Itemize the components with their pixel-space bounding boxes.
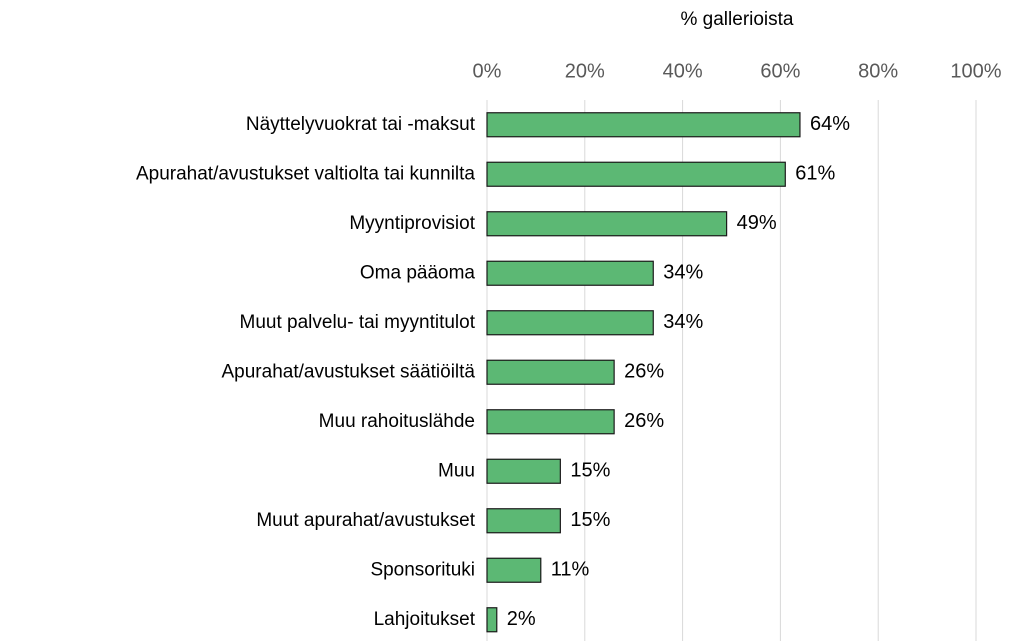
- data-label: 34%: [663, 262, 703, 284]
- y-tick-label: Muu rahoituslähde: [319, 411, 475, 432]
- data-label: 11%: [551, 559, 590, 581]
- bar: [486, 211, 728, 237]
- y-tick-label: Näyttelyvuokrat tai -maksut: [246, 114, 476, 135]
- data-label: 49%: [737, 212, 777, 234]
- x-tick-label: 40%: [663, 60, 703, 82]
- y-tick-label: Sponsorituki: [370, 559, 475, 580]
- y-tick-label: Muut palvelu- tai myyntitulot: [240, 312, 476, 333]
- bar: [486, 458, 561, 484]
- bar: [486, 260, 654, 286]
- data-label: 61%: [795, 163, 835, 185]
- x-tick-label: 80%: [858, 60, 898, 82]
- y-tick-label: Muut apurahat/avustukset: [256, 510, 475, 531]
- y-tick-label: Myyntiprovisiot: [349, 213, 475, 234]
- bar: [486, 607, 498, 633]
- data-label: 26%: [624, 410, 664, 432]
- data-label: 64%: [810, 113, 850, 135]
- bar: [486, 359, 615, 385]
- x-tick-label: 0%: [473, 60, 502, 82]
- bar: [486, 557, 542, 583]
- y-tick-label: Muu: [438, 460, 475, 481]
- data-label: 34%: [663, 311, 703, 333]
- data-label: 15%: [570, 460, 610, 482]
- bar: [486, 161, 786, 187]
- x-tick-label: 100%: [950, 60, 1001, 82]
- data-label: 26%: [624, 361, 664, 383]
- data-label: 15%: [570, 509, 610, 531]
- y-tick-label: Lahjoitukset: [374, 609, 476, 630]
- bar: [486, 310, 654, 336]
- x-tick-label: 20%: [565, 60, 605, 82]
- x-tick-label: 60%: [760, 60, 800, 82]
- bar: [486, 112, 801, 138]
- bar: [486, 409, 615, 435]
- x-axis-label: % gallerioista: [681, 9, 794, 30]
- data-label: 2%: [507, 608, 536, 630]
- y-tick-label: Apurahat/avustukset valtiolta tai kunnil…: [136, 163, 475, 184]
- y-tick-label: Oma pääoma: [360, 262, 476, 283]
- bar: [486, 508, 561, 534]
- y-tick-label: Apurahat/avustukset säätiöiltä: [222, 361, 476, 382]
